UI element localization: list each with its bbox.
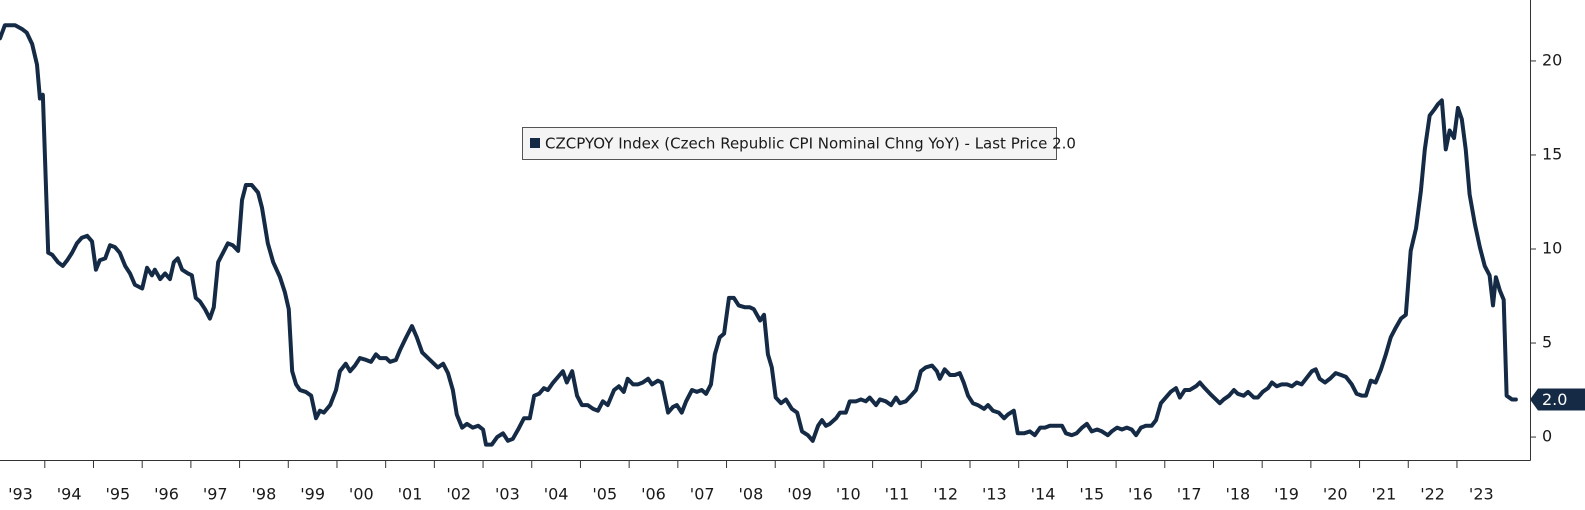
line-series [0,23,1518,447]
y-tick-label: 15 [1542,144,1562,163]
legend: CZCPYOY Index (Czech Republic CPI Nomina… [522,127,1076,160]
legend-label: CZCPYOY Index (Czech Republic CPI Nomina… [545,135,1076,153]
x-tick-label: '00 [349,485,374,504]
legend-box [522,127,1057,160]
x-tick-label: '98 [252,485,277,504]
x-tick-label: '16 [1128,485,1153,504]
x-tick-label: '11 [885,485,910,504]
x-tick-label: '10 [836,485,861,504]
x-tick-label: '08 [738,485,763,504]
x-tick-label: '06 [641,485,666,504]
x-tick-label: '96 [154,485,179,504]
last-price-label: 2.0 [1542,390,1567,409]
x-tick-label: '04 [544,485,569,504]
x-tick-label: '97 [203,485,228,504]
y-tick-label: 20 [1542,50,1562,69]
y-tick-label: 5 [1542,333,1552,352]
x-tick-label: '93 [8,485,33,504]
x-tick-label: '99 [300,485,325,504]
x-tick-label: '01 [398,485,423,504]
x-tick-label: '94 [57,485,82,504]
x-tick-label: '13 [982,485,1007,504]
y-tick-label: 0 [1542,427,1552,446]
y-tick-label: 10 [1542,238,1562,257]
x-tick-label: '07 [690,485,715,504]
x-tick-label: '02 [446,485,471,504]
x-tick-label: '12 [933,485,958,504]
x-tick-label: '05 [592,485,617,504]
last-price-tag [1530,388,1585,411]
legend-swatch [530,138,540,148]
x-tick-label: '09 [787,485,812,504]
x-tick-label: '18 [1225,485,1250,504]
x-tick-label: '17 [1177,485,1202,504]
x-tick-label: '23 [1469,485,1494,504]
x-tick-label: '19 [1274,485,1299,504]
x-tick-label: '03 [495,485,520,504]
x-tick-label: '14 [1031,485,1056,504]
x-tick-label: '95 [105,485,130,504]
x-tick-label: '22 [1420,485,1445,504]
x-tick-label: '20 [1323,485,1348,504]
x-tick-label: '21 [1372,485,1397,504]
x-tick-label: '15 [1079,485,1104,504]
